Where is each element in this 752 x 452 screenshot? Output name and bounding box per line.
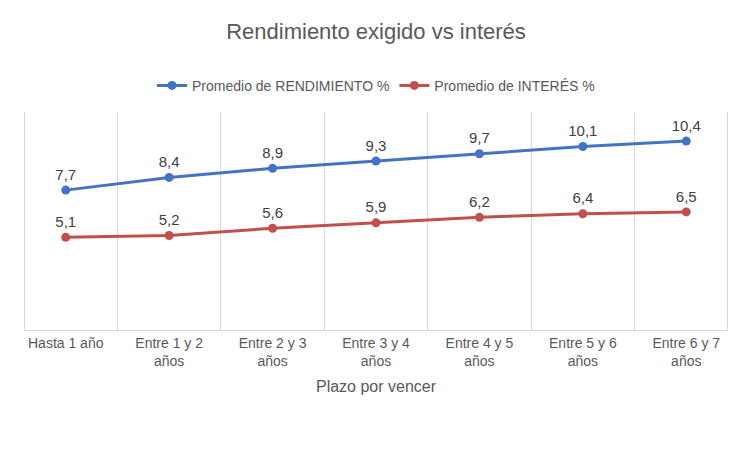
svg-text:6,4: 6,4 xyxy=(572,189,593,206)
svg-text:Entre 1 y 2años: Entre 1 y 2años xyxy=(135,335,203,369)
svg-text:Entre 5 y 6años: Entre 5 y 6años xyxy=(549,335,617,369)
svg-text:Entre 4 y 5años: Entre 4 y 5años xyxy=(446,335,514,369)
svg-text:Promedio de INTERÉS %: Promedio de INTERÉS % xyxy=(434,78,594,94)
svg-text:6,2: 6,2 xyxy=(469,193,490,210)
svg-text:Entre 6 y 7años: Entre 6 y 7años xyxy=(652,335,720,369)
svg-text:10,4: 10,4 xyxy=(672,117,701,134)
svg-text:5,9: 5,9 xyxy=(366,198,387,215)
svg-text:10,1: 10,1 xyxy=(568,122,597,139)
svg-text:Rendimiento exigido vs interés: Rendimiento exigido vs interés xyxy=(226,19,526,44)
svg-text:5,2: 5,2 xyxy=(159,211,180,228)
svg-text:Promedio de RENDIMIENTO %: Promedio de RENDIMIENTO % xyxy=(192,78,389,94)
svg-text:Plazo por vencer: Plazo por vencer xyxy=(316,378,437,395)
svg-text:Hasta 1 año: Hasta 1 año xyxy=(28,335,104,351)
svg-text:8,9: 8,9 xyxy=(262,144,283,161)
svg-text:5,1: 5,1 xyxy=(55,213,76,230)
svg-text:7,7: 7,7 xyxy=(55,166,76,183)
svg-text:9,3: 9,3 xyxy=(366,137,387,154)
svg-text:8,4: 8,4 xyxy=(159,153,180,170)
svg-text:9,7: 9,7 xyxy=(469,129,490,146)
svg-text:Entre 2 y 3años: Entre 2 y 3años xyxy=(239,335,307,369)
svg-text:Entre 3 y 4años: Entre 3 y 4años xyxy=(342,335,410,369)
svg-text:5,6: 5,6 xyxy=(262,204,283,221)
svg-text:6,5: 6,5 xyxy=(676,188,697,205)
